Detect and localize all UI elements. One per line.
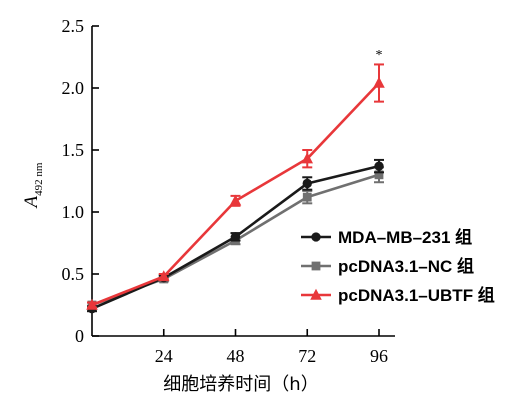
data-point (157, 270, 170, 282)
x-tick-label: 72 (298, 346, 316, 366)
data-point (373, 76, 385, 88)
legend-swatch-marker (310, 288, 322, 300)
data-point (86, 298, 98, 310)
series-group (86, 63, 385, 314)
y-axis-title: A492 nm (21, 162, 45, 209)
x-tick-label: 48 (227, 346, 245, 366)
data-point (374, 170, 384, 180)
y-tick-label: 2.0 (62, 78, 85, 98)
axes (91, 26, 395, 337)
data-point (230, 232, 241, 242)
data-point (374, 161, 384, 171)
significance-marker: * (376, 48, 383, 63)
data-point (302, 192, 312, 202)
y-tick-label: 0 (75, 326, 84, 346)
y-tick-label: 2.5 (62, 16, 85, 36)
ticks: 0 0.5 1.0 1.5 2.0 2.5 24 48 72 96 (62, 16, 389, 366)
y-axis-title-sub: 492 nm (33, 162, 45, 196)
legend-swatch-marker (311, 261, 321, 271)
legend-label: pcDNA3.1–UBTF 组 (338, 285, 495, 305)
x-axis-title: 细胞培养时间（h） (163, 374, 318, 395)
x-tick-label: 24 (155, 346, 173, 366)
legend-label: pcDNA3.1–NC 组 (338, 256, 474, 276)
y-tick-label: 0.5 (62, 264, 85, 284)
series-line (91, 82, 380, 307)
series-2 (86, 63, 385, 310)
y-tick-label: 1.0 (62, 202, 85, 222)
legend-label: MDA–MB–231 组 (338, 227, 472, 247)
legend: MDA–MB–231 组 pcDNA3.1–NC 组 pcDNA3.1–UBTF 组 (301, 227, 495, 305)
data-point (302, 178, 312, 189)
data-point (229, 194, 242, 206)
x-tick-label: 96 (370, 346, 388, 366)
y-tick-label: 1.5 (62, 140, 85, 160)
y-axis-title-main: A (21, 195, 42, 209)
legend-swatch-marker (311, 232, 321, 242)
data-point (301, 152, 314, 164)
